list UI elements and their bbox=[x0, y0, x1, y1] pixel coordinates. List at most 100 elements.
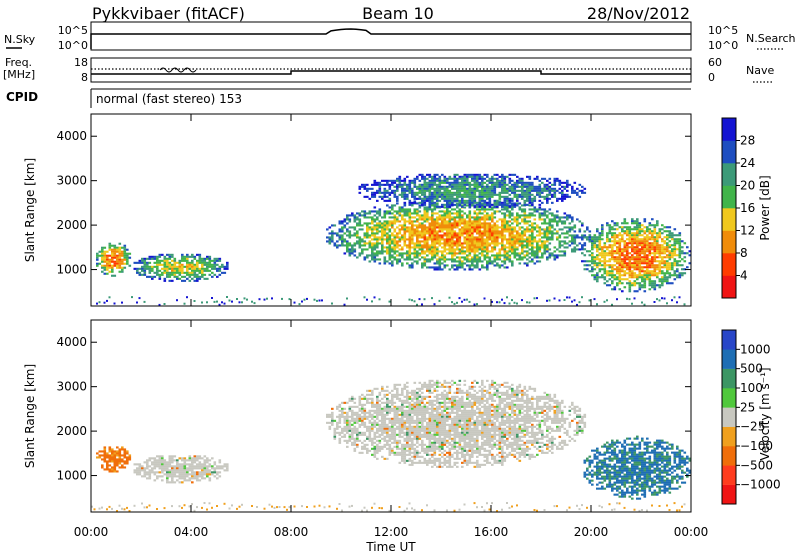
range-time-cell bbox=[528, 193, 532, 196]
range-time-cell bbox=[201, 471, 204, 474]
range-time-cell bbox=[448, 236, 452, 239]
range-time-cell bbox=[563, 185, 567, 188]
range-time-cell bbox=[481, 181, 484, 184]
range-time-cell bbox=[166, 267, 169, 270]
range-time-cell bbox=[473, 264, 477, 267]
range-time-cell bbox=[656, 276, 659, 279]
range-time-cell bbox=[156, 265, 159, 268]
range-time-cell bbox=[161, 459, 164, 462]
range-time-cell bbox=[416, 202, 419, 205]
range-time-cell bbox=[443, 212, 447, 215]
range-time-cell bbox=[378, 262, 382, 265]
range-time-cell bbox=[451, 226, 454, 229]
range-time-cell bbox=[411, 393, 414, 396]
range-time-cell bbox=[463, 199, 467, 202]
range-time-cell bbox=[448, 204, 452, 207]
range-time-cell bbox=[468, 187, 472, 190]
range-time-cell bbox=[353, 244, 357, 247]
clutter-cell bbox=[131, 296, 133, 299]
range-time-cell bbox=[541, 254, 544, 257]
range-time-cell bbox=[568, 222, 572, 225]
range-time-cell bbox=[181, 467, 184, 470]
range-time-cell bbox=[593, 278, 597, 281]
range-time-cell bbox=[146, 477, 149, 480]
range-time-cell bbox=[421, 397, 424, 400]
range-time-cell bbox=[648, 232, 652, 235]
range-time-cell bbox=[346, 230, 349, 233]
range-time-cell bbox=[96, 258, 99, 261]
range-time-cell bbox=[351, 252, 354, 255]
range-time-cell bbox=[526, 185, 529, 188]
range-time-cell bbox=[621, 238, 624, 241]
range-time-cell bbox=[173, 481, 177, 484]
range-time-cell bbox=[638, 288, 642, 291]
clutter-cell bbox=[483, 297, 486, 300]
range-time-cell bbox=[528, 256, 532, 259]
range-time-cell bbox=[646, 244, 649, 247]
range-time-cell bbox=[658, 280, 662, 283]
range-time-cell bbox=[388, 185, 392, 188]
range-time-cell bbox=[638, 222, 642, 225]
range-time-cell bbox=[638, 286, 642, 289]
range-time-cell bbox=[436, 189, 439, 192]
range-time-cell bbox=[473, 220, 477, 223]
range-time-cell bbox=[631, 248, 634, 251]
range-time-cell bbox=[563, 197, 567, 200]
range-time-cell bbox=[503, 181, 507, 184]
range-time-cell bbox=[541, 214, 544, 217]
range-time-cell bbox=[546, 193, 549, 196]
range-time-cell bbox=[613, 238, 617, 241]
range-time-cell bbox=[218, 259, 222, 262]
range-time-cell bbox=[498, 183, 502, 186]
range-time-cell bbox=[653, 284, 657, 287]
range-time-cell bbox=[386, 199, 389, 202]
range-time-cell bbox=[668, 262, 672, 265]
range-time-cell bbox=[126, 456, 129, 459]
range-time-cell bbox=[461, 246, 464, 249]
range-time-cell bbox=[491, 214, 494, 217]
range-time-cell bbox=[481, 202, 484, 205]
range-time-cell bbox=[483, 266, 487, 269]
range-time-cell bbox=[633, 276, 637, 279]
range-time-cell bbox=[503, 393, 507, 396]
range-time-cell bbox=[103, 454, 107, 457]
range-time-cell bbox=[371, 187, 374, 190]
range-time-cell bbox=[198, 255, 202, 258]
range-time-cell bbox=[158, 475, 162, 478]
range-time-cell bbox=[398, 210, 402, 213]
range-time-cell bbox=[478, 197, 482, 200]
range-time-cell bbox=[486, 214, 489, 217]
range-time-cell bbox=[408, 222, 412, 225]
range-time-cell bbox=[163, 259, 167, 262]
range-time-cell bbox=[493, 216, 497, 219]
range-time-cell bbox=[481, 185, 484, 188]
range-time-cell bbox=[576, 218, 579, 221]
range-time-cell bbox=[528, 212, 532, 215]
range-time-cell bbox=[441, 222, 444, 225]
range-time-cell bbox=[591, 274, 594, 277]
range-time-cell bbox=[408, 191, 412, 194]
range-time-cell bbox=[526, 197, 529, 200]
range-time-cell bbox=[126, 260, 129, 263]
range-time-cell bbox=[111, 450, 114, 453]
range-time-cell bbox=[553, 195, 557, 198]
range-time-cell bbox=[411, 189, 414, 192]
range-time-cell bbox=[408, 218, 412, 221]
range-time-cell bbox=[458, 189, 462, 192]
range-time-cell bbox=[146, 461, 149, 464]
range-time-cell bbox=[516, 242, 519, 245]
range-time-cell bbox=[496, 244, 499, 247]
range-time-cell bbox=[198, 473, 202, 476]
range-time-cell bbox=[436, 195, 439, 198]
range-time-cell bbox=[506, 183, 509, 186]
range-time-cell bbox=[608, 274, 612, 277]
range-time-cell bbox=[441, 230, 444, 233]
range-time-cell bbox=[193, 457, 197, 460]
range-time-cell bbox=[526, 262, 529, 265]
range-time-cell bbox=[446, 199, 449, 202]
range-time-cell bbox=[523, 222, 527, 225]
range-time-cell bbox=[653, 268, 657, 271]
range-time-cell bbox=[673, 278, 677, 281]
range-time-cell bbox=[451, 250, 454, 253]
range-time-cell bbox=[158, 463, 162, 466]
